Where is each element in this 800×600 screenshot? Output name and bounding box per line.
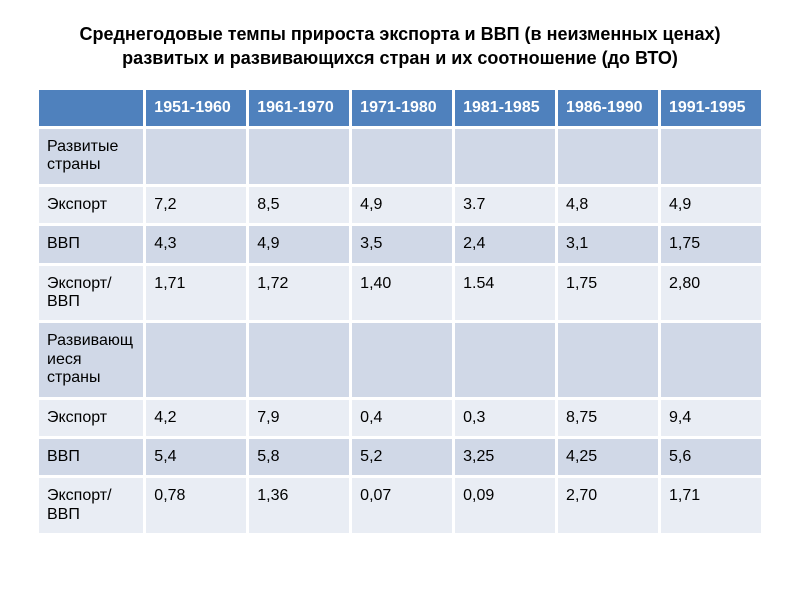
cell: 4,9 [659,185,762,224]
table-row: Экспорт7,28,54,93.74,84,9 [38,185,763,224]
cell: 2,4 [454,225,557,264]
cell: 1,40 [351,264,454,322]
cell: 3,25 [454,437,557,476]
cell [145,322,248,398]
cell: 1.54 [454,264,557,322]
col-period: 1991-1995 [659,88,762,127]
table-row: Экспорт/ВВП0,781,360,070,092,701,71 [38,477,763,535]
cell: 3.7 [454,185,557,224]
cell: 4,3 [145,225,248,264]
row-label: Развивающиеся страны [38,322,145,398]
cell: 1,71 [659,477,762,535]
cell: 5,2 [351,437,454,476]
cell: 1,72 [248,264,351,322]
data-table: 1951-1960 1961-1970 1971-1980 1981-1985 … [36,87,764,536]
table-row: ВВП4,34,93,52,43,11,75 [38,225,763,264]
cell: 8,75 [557,398,660,437]
cell: 5,4 [145,437,248,476]
cell: 4,9 [351,185,454,224]
cell: 9,4 [659,398,762,437]
cell [659,322,762,398]
cell: 4,8 [557,185,660,224]
cell [454,322,557,398]
cell: 3,5 [351,225,454,264]
cell: 1,71 [145,264,248,322]
cell: 8,5 [248,185,351,224]
cell: 7,2 [145,185,248,224]
table-row: ВВП5,45,85,23,254,255,6 [38,437,763,476]
cell: 2,70 [557,477,660,535]
cell: 0,78 [145,477,248,535]
cell: 5,8 [248,437,351,476]
slide: Среднегодовые темпы прироста экспорта и … [0,0,800,600]
col-period: 1951-1960 [145,88,248,127]
col-period: 1986-1990 [557,88,660,127]
row-label: Экспорт/ВВП [38,477,145,535]
cell [351,127,454,185]
row-label: Экспорт [38,398,145,437]
col-period: 1961-1970 [248,88,351,127]
cell: 1,75 [659,225,762,264]
cell: 1,36 [248,477,351,535]
cell: 4,2 [145,398,248,437]
cell: 3,1 [557,225,660,264]
row-label: Экспорт [38,185,145,224]
cell [248,322,351,398]
cell: 1,75 [557,264,660,322]
table-row: Развивающиеся страны [38,322,763,398]
col-blank [38,88,145,127]
cell: 5,6 [659,437,762,476]
row-label: Экспорт/ВВП [38,264,145,322]
table-row: Экспорт/ВВП1,711,721,401.541,752,80 [38,264,763,322]
slide-title: Среднегодовые темпы прироста экспорта и … [36,22,764,71]
row-label: ВВП [38,437,145,476]
col-period: 1971-1980 [351,88,454,127]
col-period: 1981-1985 [454,88,557,127]
cell: 0,3 [454,398,557,437]
cell [557,127,660,185]
cell: 2,80 [659,264,762,322]
cell [351,322,454,398]
cell [145,127,248,185]
cell: 4,9 [248,225,351,264]
cell: 0,07 [351,477,454,535]
cell [557,322,660,398]
table-body: Развитые страныЭкспорт7,28,54,93.74,84,9… [38,127,763,534]
cell: 0,09 [454,477,557,535]
table-row: Экспорт4,27,90,40,38,759,4 [38,398,763,437]
cell: 4,25 [557,437,660,476]
row-label: ВВП [38,225,145,264]
cell [659,127,762,185]
row-label: Развитые страны [38,127,145,185]
cell [454,127,557,185]
cell: 7,9 [248,398,351,437]
cell: 0,4 [351,398,454,437]
table-row: Развитые страны [38,127,763,185]
cell [248,127,351,185]
table-header-row: 1951-1960 1961-1970 1971-1980 1981-1985 … [38,88,763,127]
